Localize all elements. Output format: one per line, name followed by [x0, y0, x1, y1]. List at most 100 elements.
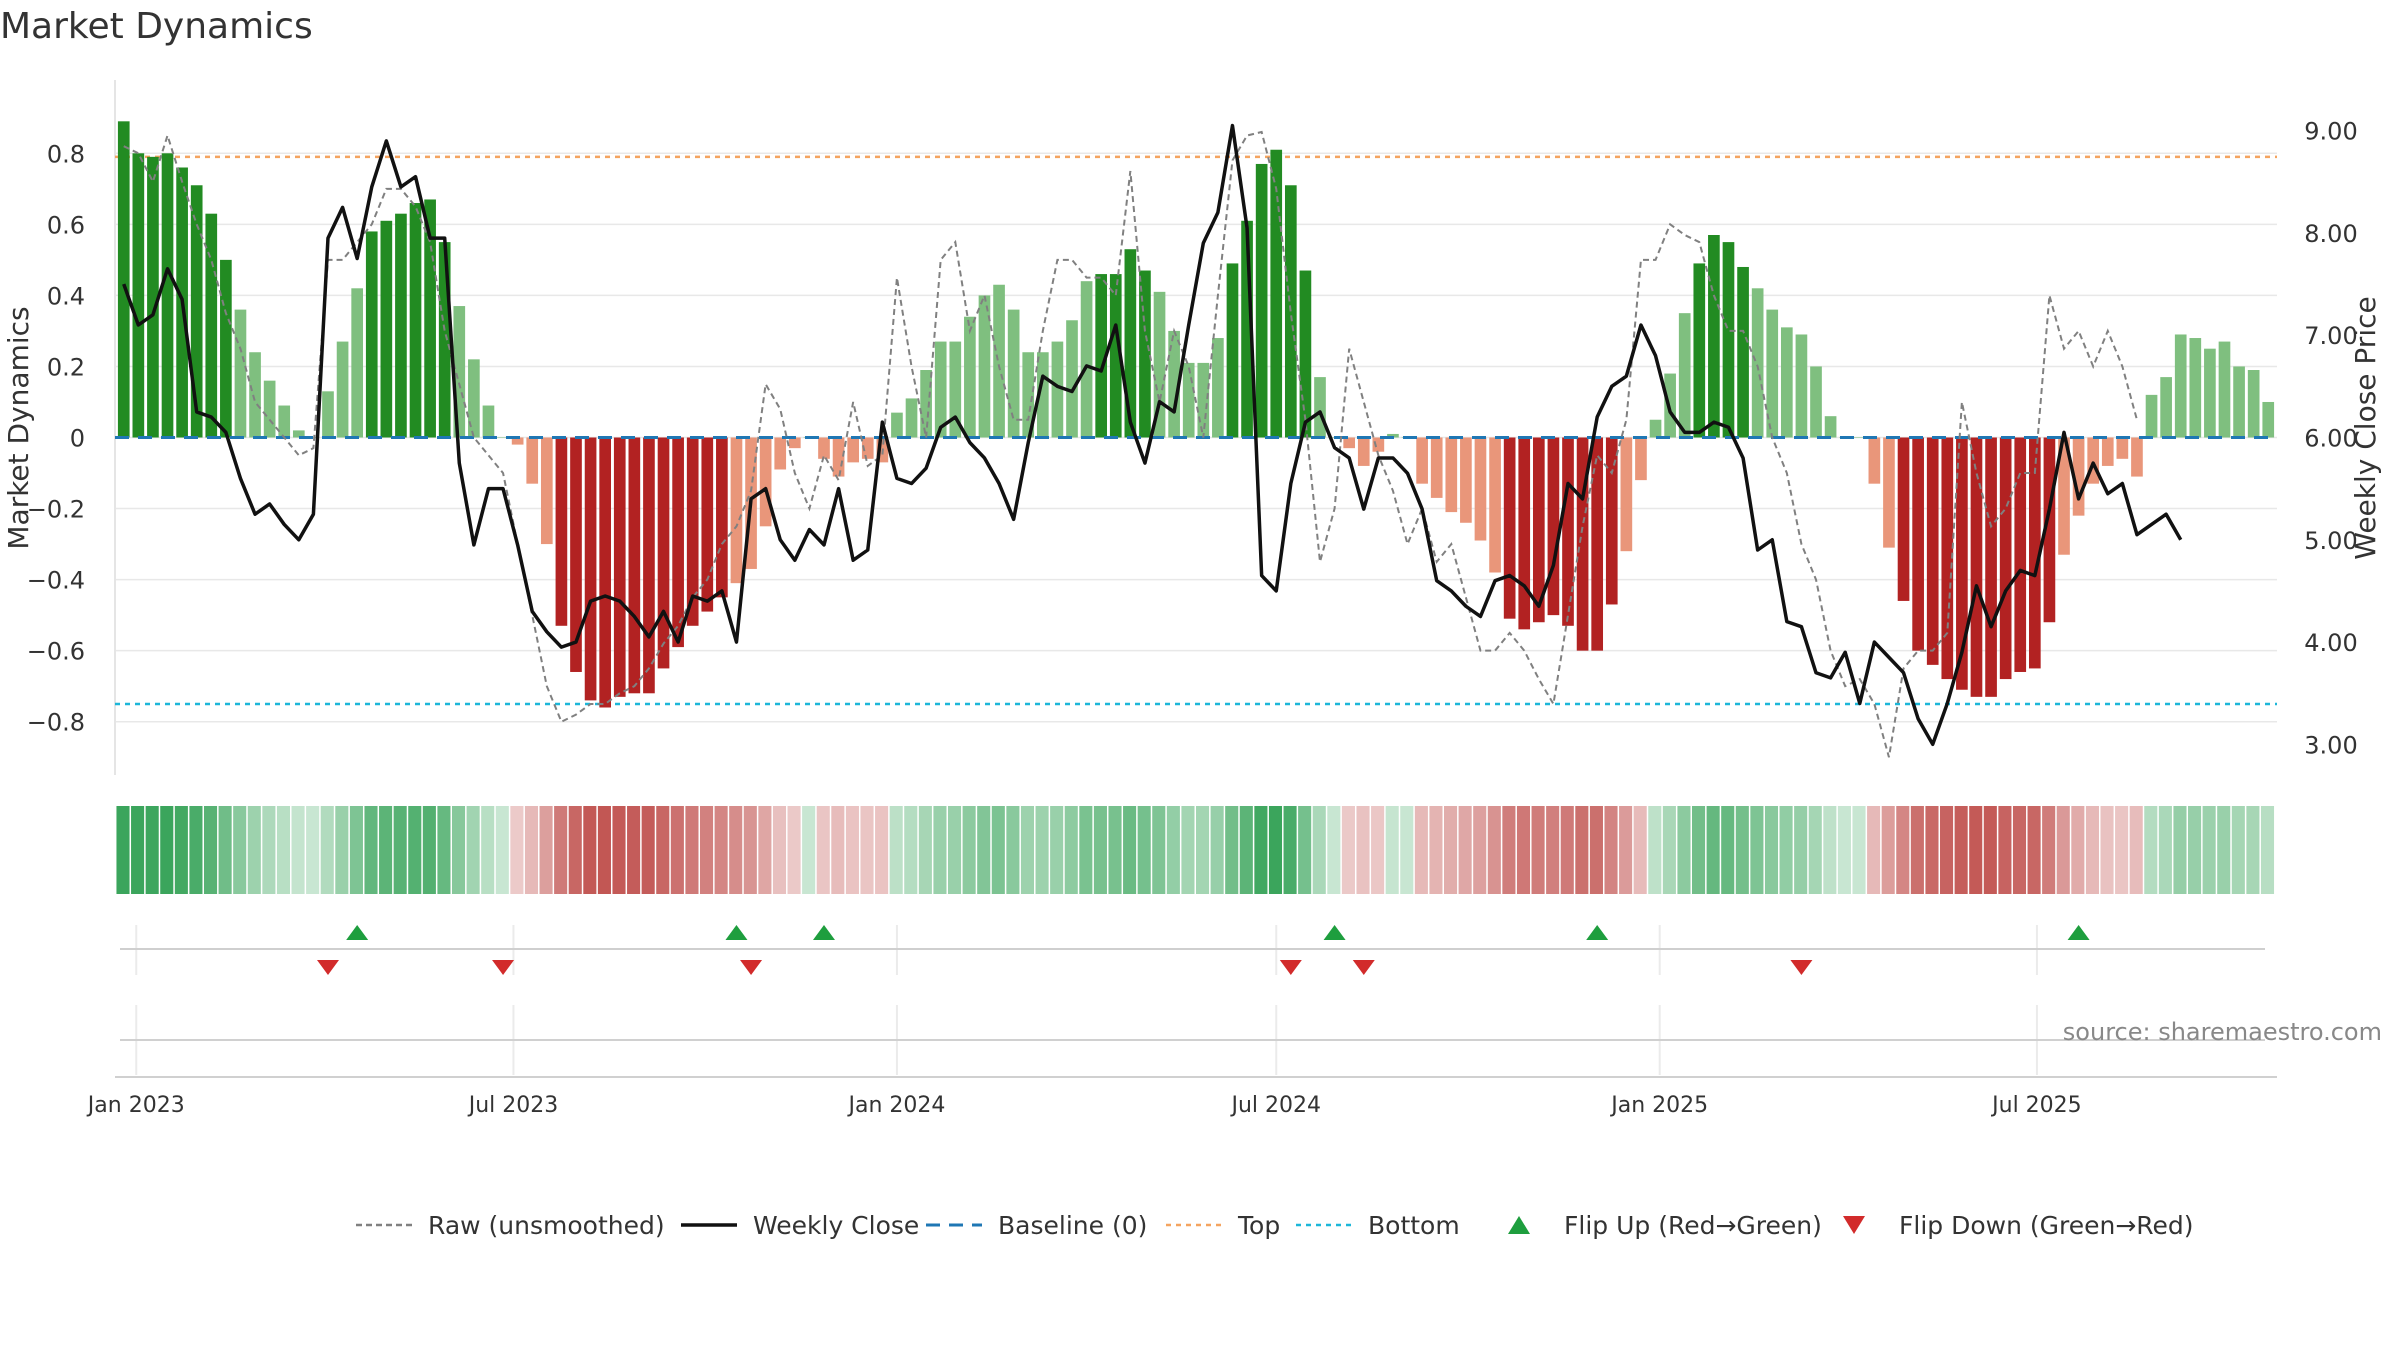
dynamics-bar: [1124, 249, 1137, 438]
heat-strip-cell: [729, 806, 743, 894]
date-axis-panel: Jan 2023 Jul 2023 Jan 2024 Jul 2024 Jan 2025…: [86, 1005, 2277, 1118]
dynamics-bar: [1153, 291, 1166, 438]
heat-strip-cell: [772, 806, 787, 894]
flip-down-marker: [1279, 960, 1302, 975]
heat-strip-cell: [335, 806, 349, 894]
dynamics-bar: [1635, 437, 1647, 481]
dynamics-bar: [278, 405, 291, 438]
heat-strip-cell: [1108, 806, 1122, 894]
heat-strip-cell: [1093, 806, 1107, 894]
heat-strip-cell: [1837, 806, 1851, 894]
dynamics-bar: [2014, 437, 2027, 672]
heat-strip-cell: [699, 806, 714, 894]
y-left-tick-label: −0.4: [27, 567, 85, 595]
dynamics-bar: [1489, 437, 1501, 573]
dynamics-bar: [613, 437, 626, 697]
dynamics-bar: [1007, 309, 1020, 438]
dynamics-bar: [2072, 437, 2085, 516]
heat-strip-cell: [1079, 806, 1093, 894]
dynamics-bar: [1970, 437, 1983, 697]
legend-label: Weekly Close: [753, 1211, 919, 1240]
dynamics-bar: [672, 437, 684, 648]
heat-strip-cell: [1735, 806, 1749, 894]
heat-strip-cell: [1020, 806, 1035, 894]
heat-strip-cell: [554, 806, 568, 894]
heat-strip-cell: [437, 806, 451, 894]
heat-strip-cell: [889, 806, 903, 894]
heat-strip-cell: [2042, 806, 2056, 894]
dynamics-bar: [1299, 270, 1312, 438]
heat-strip-cell: [1808, 806, 1822, 894]
heat-strip-cell: [1589, 806, 1603, 894]
heat-strip-cell: [1998, 806, 2012, 894]
heat-strip-cell: [656, 806, 670, 894]
x-tick-label: Jul 2025: [1990, 1093, 2082, 1118]
heat-strip-cell: [233, 806, 247, 894]
dynamics-bar: [1708, 235, 1720, 438]
heat-strip-cell: [831, 806, 845, 894]
dynamics-bar: [1941, 437, 1954, 680]
dynamics-bar: [2218, 341, 2231, 438]
dynamics-bar: [1255, 163, 1268, 438]
heat-strip-cell: [2071, 806, 2085, 894]
dynamics-bar: [322, 391, 334, 438]
heat-strip-cell: [160, 806, 174, 894]
dynamics-bar: [1985, 437, 1997, 697]
dynamics-bar: [132, 153, 145, 438]
y-right-tick-label: 4.00: [2304, 629, 2357, 657]
heat-strip-cell: [627, 806, 641, 894]
dynamics-bar: [1197, 362, 1210, 438]
heat-strip-cell: [481, 806, 495, 894]
dynamics-bar: [1912, 437, 1924, 651]
dynamics-bar: [2174, 334, 2187, 438]
heat-strip-cell: [451, 806, 466, 894]
heat-strip-cell: [524, 806, 539, 894]
heat-strip-cell: [1516, 806, 1531, 894]
dynamics-bar: [1357, 437, 1370, 466]
legend-item-flip-up: Flip Up (Red→Green): [1508, 1211, 1822, 1240]
y-right-tick-label: 8.00: [2304, 220, 2357, 248]
dynamics-bar: [1212, 338, 1224, 438]
heat-strip-cell: [291, 806, 305, 894]
dynamics-bar: [1503, 437, 1516, 619]
dynamics-bar: [716, 437, 728, 598]
dynamics-bar: [1460, 437, 1472, 523]
dynamics-bar: [2058, 437, 2070, 555]
dynamics-bar: [2160, 377, 2172, 438]
heat-strip-cell: [2246, 806, 2260, 894]
dynamics-bar: [964, 316, 976, 438]
dynamics-bar: [1649, 419, 1662, 438]
legend-label: Raw (unsmoothed): [428, 1211, 665, 1240]
x-tick-label: Jul 2023: [467, 1093, 559, 1118]
heat-strip-cell: [1604, 806, 1618, 894]
heat-strip-cell: [1794, 806, 1808, 894]
dynamics-bar: [1576, 437, 1589, 651]
heat-strip-cell: [1925, 806, 1939, 894]
heat-strip-cell: [1458, 806, 1472, 894]
heat-strip-cell: [466, 806, 480, 894]
dynamics-bar: [1999, 437, 2012, 680]
heat-strip-cell: [1064, 806, 1078, 894]
dynamics-bar: [1430, 437, 1443, 498]
heat-strip-cell: [1940, 806, 1954, 894]
legend-label: Flip Up (Red→Green): [1564, 1211, 1822, 1240]
dynamics-bar: [643, 437, 655, 694]
heat-strip-cell: [2115, 806, 2129, 894]
heat-strip-cell: [1983, 806, 1997, 894]
heat-strip-cell: [1575, 806, 1589, 894]
dynamics-bar: [2043, 437, 2056, 623]
heat-strip-cell: [758, 806, 772, 894]
heat-strip-cell: [568, 806, 582, 894]
dynamics-bar: [657, 437, 670, 669]
dynamics-bar: [1051, 341, 1064, 438]
dynamics-bar: [453, 306, 466, 438]
dynamics-bar: [351, 288, 364, 438]
dynamics-bar: [190, 185, 203, 438]
heat-strip-cell: [845, 806, 859, 894]
heat-strip-cell: [1648, 806, 1662, 894]
dynamics-bar: [1605, 437, 1618, 605]
dynamics-bar: [847, 437, 860, 463]
dynamics-bar: [1780, 327, 1793, 438]
heat-strip-cell: [962, 806, 976, 894]
flip-down-marker: [740, 960, 763, 975]
